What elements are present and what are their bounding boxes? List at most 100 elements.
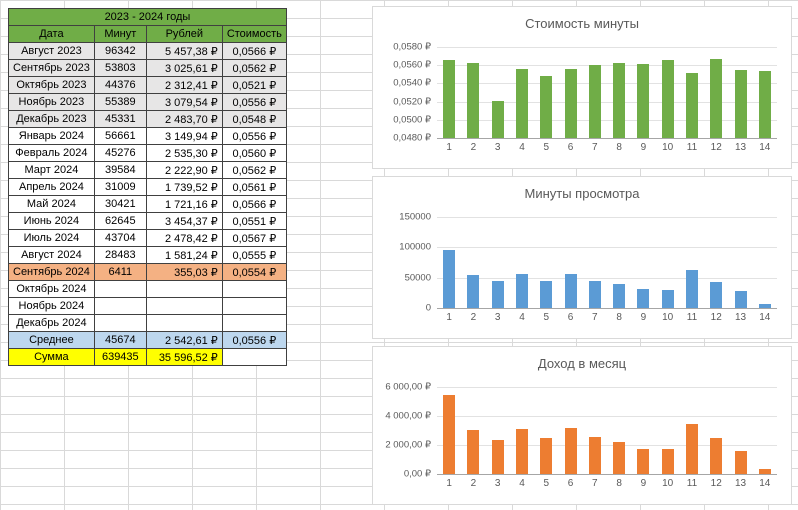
cell-date[interactable]: Октябрь 2024 bbox=[8, 280, 95, 298]
cell-rubles[interactable]: 2 483,70 ₽ bbox=[145, 110, 223, 128]
cell-date[interactable]: Апрель 2024 bbox=[8, 178, 95, 196]
x-axis-tick: 11 bbox=[686, 142, 698, 153]
cell-rubles[interactable]: 1 739,52 ₽ bbox=[145, 178, 223, 196]
cell-minutes[interactable]: 45331 bbox=[93, 110, 147, 128]
cell-rubles[interactable] bbox=[145, 314, 223, 332]
cell-date[interactable]: Октябрь 2023 bbox=[8, 76, 95, 94]
cell-rubles[interactable]: 1 581,24 ₽ bbox=[145, 246, 223, 264]
chart-income-per-month[interactable]: Доход в месяц 6 000,00 ₽ 4 000,00 ₽ 2 000,… bbox=[372, 346, 792, 505]
bar-slot: 1 bbox=[437, 47, 461, 153]
cell-cost[interactable]: 0,0561 ₽ bbox=[221, 178, 287, 196]
cell-minutes[interactable]: 30421 bbox=[93, 195, 147, 213]
x-axis-tick: 11 bbox=[686, 312, 698, 323]
x-axis-tick: 5 bbox=[543, 142, 550, 153]
cell-date[interactable]: Июнь 2024 bbox=[8, 212, 95, 230]
cell-rubles[interactable]: 355,03 ₽ bbox=[145, 263, 223, 281]
bar-slot: 13 bbox=[728, 47, 752, 153]
cell-date[interactable]: Май 2024 bbox=[8, 195, 95, 213]
cell-date[interactable]: Сентябрь 2024 bbox=[8, 263, 95, 281]
cell-cost[interactable]: 0,0567 ₽ bbox=[221, 229, 287, 247]
cell-rubles[interactable]: 2 222,90 ₽ bbox=[145, 161, 223, 179]
cell-minutes[interactable]: 62645 bbox=[93, 212, 147, 230]
cell-minutes[interactable]: 43704 bbox=[93, 229, 147, 247]
cell-minutes[interactable]: 28483 bbox=[93, 246, 147, 264]
x-axis-tick: 11 bbox=[686, 478, 698, 489]
chart-minutes-watched[interactable]: Минуты просмотра 150000 100000 50000 0 1 2 3 4 5… bbox=[372, 176, 792, 339]
cell-cost[interactable] bbox=[221, 314, 287, 332]
y-axis-tick: 0,0480 ₽ bbox=[393, 132, 431, 144]
cell-date[interactable]: Июль 2024 bbox=[8, 229, 95, 247]
cell-rubles[interactable]: 2 478,42 ₽ bbox=[145, 229, 223, 247]
cell-minutes[interactable] bbox=[93, 280, 147, 298]
cell-cost[interactable]: 0,0521 ₽ bbox=[221, 76, 287, 94]
cell-date[interactable]: Ноябрь 2024 bbox=[8, 297, 95, 315]
cell-minutes[interactable]: 639435 bbox=[93, 348, 147, 366]
cell-rubles[interactable] bbox=[145, 280, 223, 298]
cell-cost[interactable] bbox=[221, 348, 287, 366]
cell-rubles[interactable]: 2 542,61 ₽ bbox=[145, 331, 223, 349]
cell-cost[interactable]: 0,0566 ₽ bbox=[221, 195, 287, 213]
cell-minutes[interactable]: 45674 bbox=[93, 331, 147, 349]
bar bbox=[710, 281, 723, 308]
cell-cost[interactable] bbox=[221, 297, 287, 315]
cell-cost[interactable]: 0,0562 ₽ bbox=[221, 59, 287, 77]
cell-minutes[interactable]: 53803 bbox=[93, 59, 147, 77]
bar-series: 1 2 3 4 5 6 7 8 9 10 11 12 13 14 bbox=[437, 217, 777, 323]
x-axis-tick: 3 bbox=[494, 478, 501, 489]
cell-minutes[interactable]: 96342 bbox=[93, 42, 147, 60]
cell-cost[interactable]: 0,0562 ₽ bbox=[221, 161, 287, 179]
column-header-1[interactable]: Минут bbox=[93, 25, 147, 43]
cell-rubles[interactable]: 3 454,37 ₽ bbox=[145, 212, 223, 230]
cell-date[interactable]: Февраль 2024 bbox=[8, 144, 95, 162]
cell-date[interactable]: Сумма bbox=[8, 348, 95, 366]
cell-minutes[interactable]: 39584 bbox=[93, 161, 147, 179]
cell-date[interactable]: Март 2024 bbox=[8, 161, 95, 179]
cell-cost[interactable]: 0,0551 ₽ bbox=[221, 212, 287, 230]
cell-minutes[interactable]: 6411 bbox=[93, 263, 147, 281]
cell-date[interactable]: Январь 2024 bbox=[8, 127, 95, 145]
cell-date[interactable]: Среднее bbox=[8, 331, 95, 349]
cell-rubles[interactable]: 35 596,52 ₽ bbox=[145, 348, 223, 366]
cell-rubles[interactable]: 2 312,41 ₽ bbox=[145, 76, 223, 94]
column-header-0[interactable]: Дата bbox=[8, 25, 95, 43]
cell-cost[interactable]: 0,0556 ₽ bbox=[221, 331, 287, 349]
cell-minutes[interactable]: 55389 bbox=[93, 93, 147, 111]
cell-date[interactable]: Август 2024 bbox=[8, 246, 95, 264]
bar-slot: 6 bbox=[558, 47, 582, 153]
column-header-3[interactable]: Стоимость bbox=[221, 25, 287, 43]
cell-cost[interactable]: 0,0556 ₽ bbox=[221, 127, 287, 145]
table-title[interactable]: 2023 - 2024 годы bbox=[8, 8, 287, 26]
cell-date[interactable]: Ноябрь 2023 bbox=[8, 93, 95, 111]
gridline bbox=[437, 119, 777, 121]
chart-cost-per-minute[interactable]: Стоимость минуты 0,0580 ₽ 0,0560 ₽ 0,0540 … bbox=[372, 6, 792, 169]
cell-minutes[interactable]: 31009 bbox=[93, 178, 147, 196]
cell-rubles[interactable]: 3 149,94 ₽ bbox=[145, 127, 223, 145]
cell-cost[interactable]: 0,0560 ₽ bbox=[221, 144, 287, 162]
cell-rubles[interactable]: 2 535,30 ₽ bbox=[145, 144, 223, 162]
cell-rubles[interactable]: 3 079,54 ₽ bbox=[145, 93, 223, 111]
cell-cost[interactable]: 0,0556 ₽ bbox=[221, 93, 287, 111]
cell-date[interactable]: Декабрь 2023 bbox=[8, 110, 95, 128]
bar-slot: 11 bbox=[680, 387, 704, 489]
cell-minutes[interactable] bbox=[93, 314, 147, 332]
x-axis-tick: 6 bbox=[567, 478, 574, 489]
cell-cost[interactable]: 0,0566 ₽ bbox=[221, 42, 287, 60]
cell-rubles[interactable]: 1 721,16 ₽ bbox=[145, 195, 223, 213]
cell-date[interactable]: Август 2023 bbox=[8, 42, 95, 60]
cell-date[interactable]: Сентябрь 2023 bbox=[8, 59, 95, 77]
cell-rubles[interactable] bbox=[145, 297, 223, 315]
cell-minutes[interactable]: 44376 bbox=[93, 76, 147, 94]
cell-cost[interactable]: 0,0554 ₽ bbox=[221, 263, 287, 281]
cell-minutes[interactable] bbox=[93, 297, 147, 315]
cell-minutes[interactable]: 45276 bbox=[93, 144, 147, 162]
cell-cost[interactable] bbox=[221, 280, 287, 298]
cell-cost[interactable]: 0,0548 ₽ bbox=[221, 110, 287, 128]
bar-slot: 14 bbox=[753, 387, 777, 489]
cell-rubles[interactable]: 3 025,61 ₽ bbox=[145, 59, 223, 77]
cell-minutes[interactable]: 56661 bbox=[93, 127, 147, 145]
cell-date[interactable]: Декабрь 2024 bbox=[8, 314, 95, 332]
bar bbox=[734, 451, 747, 474]
column-header-2[interactable]: Рублей bbox=[145, 25, 223, 43]
cell-rubles[interactable]: 5 457,38 ₽ bbox=[145, 42, 223, 60]
cell-cost[interactable]: 0,0555 ₽ bbox=[221, 246, 287, 264]
